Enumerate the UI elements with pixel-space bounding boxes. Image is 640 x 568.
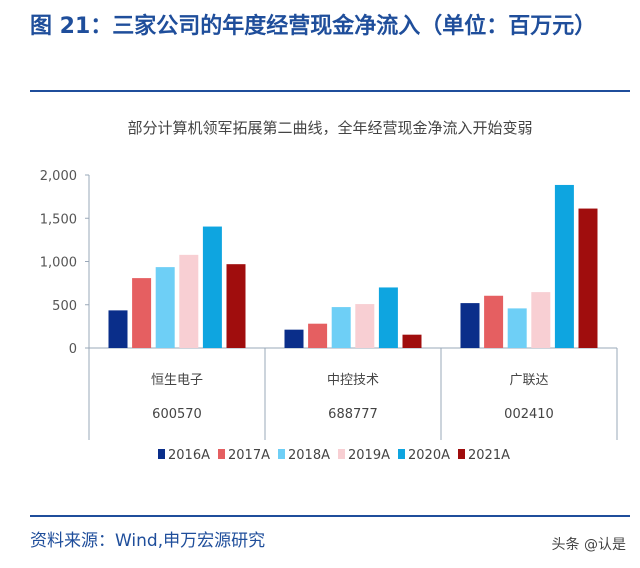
bar-2019A [179,254,199,348]
watermark: 头条 @认是 [551,537,626,553]
y-tick-label: 0 [69,342,77,357]
y-tick-label: 1,000 [40,256,77,271]
bar-2016A [284,329,304,348]
legend-label: 2016A [168,448,210,463]
bar-2020A [378,287,398,348]
y-tick-label: 500 [52,299,77,314]
legend-swatch [338,449,345,459]
chart-title: 部分计算机领军拓展第二曲线，全年经营现金净流入开始变弱 [127,119,532,137]
bar-2018A [331,307,351,348]
figure-title: 图 21：三家公司的年度经营现金净流入（单位：百万元） [30,14,597,39]
legend-swatch [218,449,225,459]
bar-2020A [202,226,222,348]
bar-2021A [402,334,422,348]
category-code: 002410 [504,407,554,422]
bar-2017A [484,295,504,348]
category-label: 中控技术 [327,373,379,388]
bar-2016A [460,303,480,348]
legend-label: 2021A [468,448,510,463]
bar-2019A [531,292,551,348]
legend-swatch [398,449,405,459]
legend-swatch [278,449,285,459]
bottom-divider [30,515,630,517]
bar-2017A [308,323,328,348]
legend-swatch [158,449,165,459]
category-code: 688777 [328,407,378,422]
bar-2016A [108,310,128,348]
source-note: 资料来源：Wind,申万宏源研究 [30,531,266,551]
bar-2021A [578,208,598,348]
legend-label: 2019A [348,448,390,463]
category-code: 600570 [152,407,202,422]
bar-2018A [507,308,527,348]
bar-2021A [226,264,246,348]
bar-2020A [554,184,574,348]
legend-label: 2017A [228,448,270,463]
bar-2018A [155,267,175,348]
y-tick-label: 1,500 [40,212,77,227]
top-divider [30,90,630,92]
legend-swatch [458,449,465,459]
legend-label: 2020A [408,448,450,463]
y-tick-label: 2,000 [40,169,77,184]
category-label: 恒生电子 [151,373,203,388]
category-label: 广联达 [509,373,548,388]
legend-label: 2018A [288,448,330,463]
bar-2017A [132,278,152,348]
bar-2019A [355,304,375,348]
